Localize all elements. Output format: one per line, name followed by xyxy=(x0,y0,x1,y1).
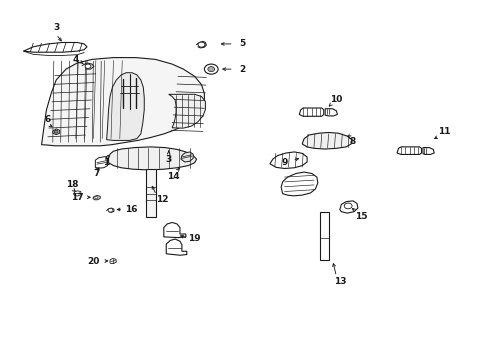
Polygon shape xyxy=(95,157,108,168)
Polygon shape xyxy=(325,109,337,116)
Polygon shape xyxy=(339,201,357,213)
Text: 7: 7 xyxy=(93,169,100,178)
Text: 1: 1 xyxy=(103,158,109,167)
Polygon shape xyxy=(396,147,421,154)
Polygon shape xyxy=(110,258,116,264)
Polygon shape xyxy=(166,239,186,255)
Text: 10: 10 xyxy=(329,94,342,104)
Polygon shape xyxy=(422,148,433,154)
Polygon shape xyxy=(108,147,196,170)
Polygon shape xyxy=(74,191,81,196)
Circle shape xyxy=(204,64,218,74)
Text: 4: 4 xyxy=(72,55,79,64)
Polygon shape xyxy=(320,212,328,260)
Text: 18: 18 xyxy=(66,180,79,189)
Text: 8: 8 xyxy=(349,136,355,145)
Circle shape xyxy=(108,208,113,212)
Circle shape xyxy=(54,130,58,133)
Text: 9: 9 xyxy=(281,158,287,167)
Circle shape xyxy=(198,42,204,47)
Text: 5: 5 xyxy=(239,40,244,49)
Circle shape xyxy=(85,64,91,68)
Circle shape xyxy=(344,203,351,209)
Text: 13: 13 xyxy=(333,277,346,286)
Polygon shape xyxy=(168,94,205,128)
Polygon shape xyxy=(163,222,185,238)
Polygon shape xyxy=(41,58,204,146)
Polygon shape xyxy=(23,42,87,52)
Text: 3: 3 xyxy=(165,154,171,163)
Polygon shape xyxy=(53,129,60,135)
Text: 3: 3 xyxy=(53,22,59,31)
Polygon shape xyxy=(281,172,317,196)
Text: 14: 14 xyxy=(167,172,180,181)
Polygon shape xyxy=(269,152,306,168)
Text: 17: 17 xyxy=(71,193,83,202)
Text: 16: 16 xyxy=(124,205,137,214)
Text: 20: 20 xyxy=(87,256,100,265)
Text: 2: 2 xyxy=(239,65,244,74)
Polygon shape xyxy=(145,169,155,217)
Polygon shape xyxy=(181,152,193,162)
Text: 19: 19 xyxy=(188,234,201,243)
Polygon shape xyxy=(302,132,351,149)
Circle shape xyxy=(95,197,98,199)
Polygon shape xyxy=(106,73,144,140)
Text: 12: 12 xyxy=(156,195,168,204)
Text: 6: 6 xyxy=(45,115,51,124)
Circle shape xyxy=(207,67,214,72)
Text: 15: 15 xyxy=(354,212,366,221)
Polygon shape xyxy=(299,108,323,116)
Text: 11: 11 xyxy=(437,127,449,136)
Polygon shape xyxy=(93,195,100,200)
